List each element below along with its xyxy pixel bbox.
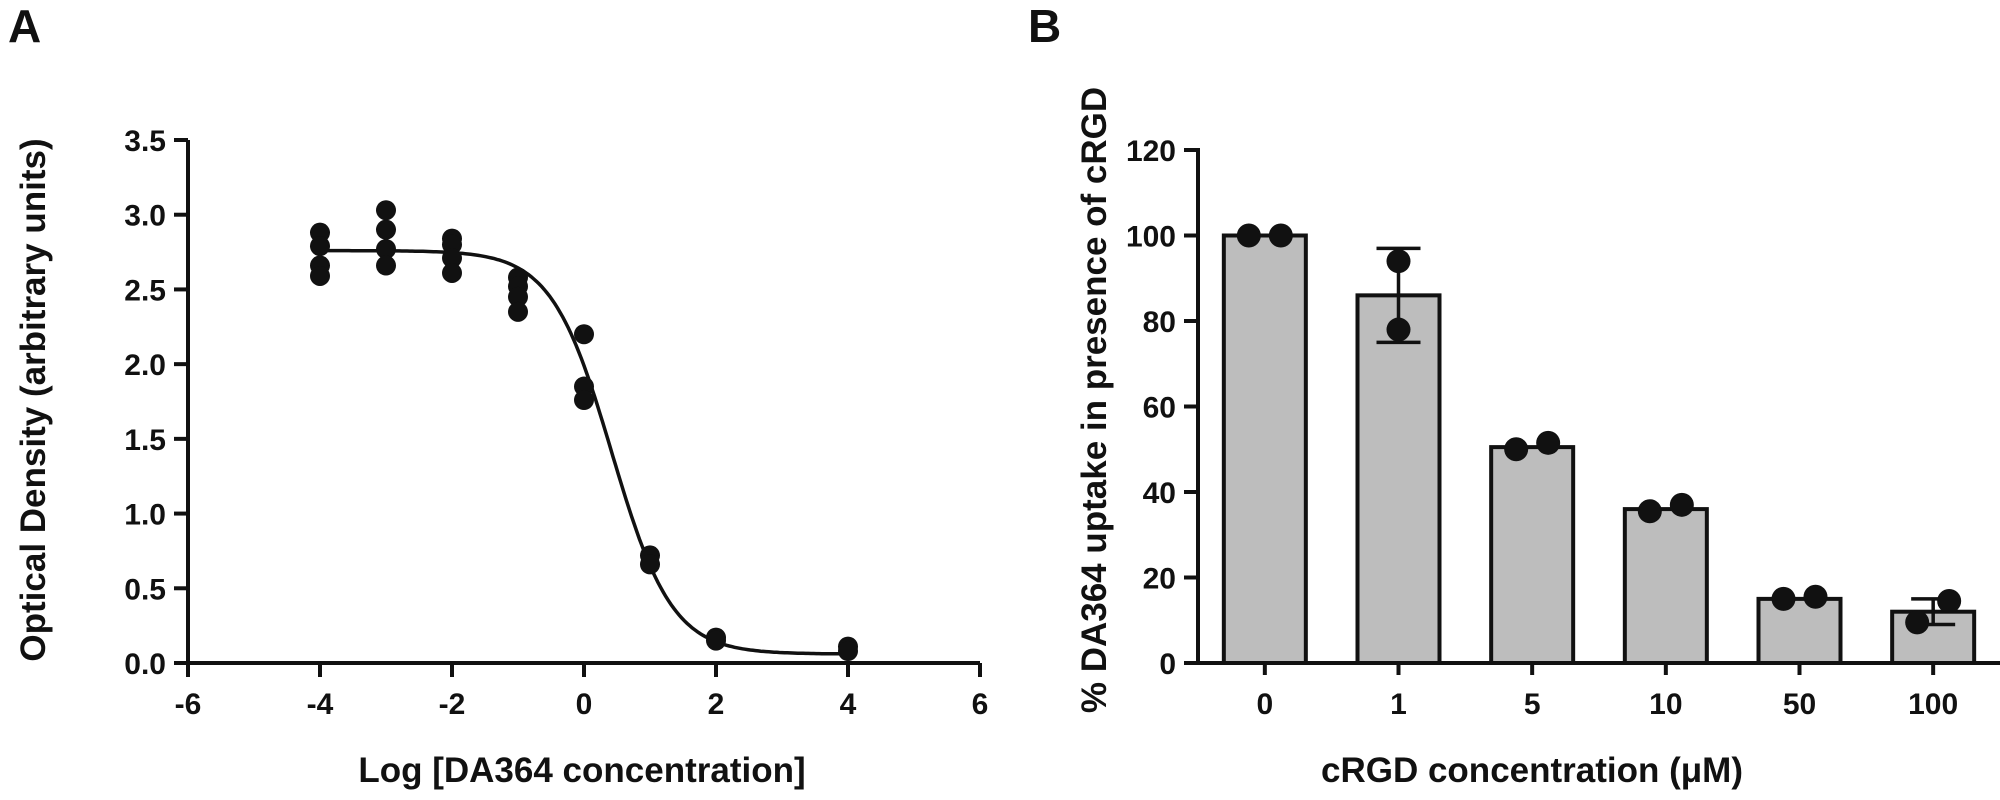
chart-b-data-point [1937, 589, 1962, 614]
chart-b-x-tick-label: 0 [1256, 688, 1273, 721]
chart-a-x-tick-label: -6 [175, 688, 202, 721]
chart-a-y-tick-label: 3.0 [124, 200, 166, 233]
chart-a-y-tick-label: 2.5 [124, 274, 166, 307]
chart-a-x-tick-label: 2 [708, 688, 725, 721]
chart-b-bar [1622, 507, 1709, 665]
chart-b-x-tick-label: 10 [1649, 688, 1682, 721]
chart-a-y-tick-label: 1.0 [124, 499, 166, 532]
chart-b-data-point [1536, 430, 1561, 455]
chart-a-data-point [838, 641, 858, 662]
chart-b-y-tick-label: 40 [1143, 477, 1176, 510]
chart-a-data-point [706, 630, 726, 651]
chart-b-data-point [1803, 584, 1828, 609]
chart-b-data-point [1771, 586, 1796, 611]
chart-a-fit-curve [320, 248, 848, 656]
chart-b-x-tick-label: 100 [1908, 688, 1958, 721]
chart-b-data-point [1669, 492, 1694, 517]
chart-a-data-point [376, 255, 396, 276]
chart-b-bar [1756, 596, 1843, 665]
chart-a-data-point [376, 200, 396, 221]
chart-a-y-tick-label: 0.0 [124, 648, 166, 681]
chart-b-y-tick-label: 0 [1159, 648, 1176, 681]
chart-b-x-axis-title: cRGD concentration (μM) [1321, 751, 1743, 790]
chart-a-x-tick-label: 4 [840, 688, 857, 721]
chart-a-data-point [442, 248, 462, 269]
chart-b-bar [1355, 293, 1442, 665]
chart-b-data-point [1386, 249, 1411, 274]
chart-b-y-tick-label: 60 [1143, 392, 1176, 425]
chart-b-data-point [1236, 223, 1261, 248]
chart-b-bar [1221, 233, 1308, 665]
chart-b-data-point [1637, 499, 1662, 524]
chart-b-data-point [1268, 223, 1293, 248]
chart-b-y-axis-title: % DA364 uptake in presence of cRGD [1075, 87, 1114, 713]
chart-a-y-tick-label: 1.5 [124, 424, 166, 457]
chart-a-y-tick-label: 0.5 [124, 573, 166, 606]
chart-a-y-tick-label: 2.0 [124, 349, 166, 382]
chart-b-y-tick-label: 120 [1126, 135, 1176, 168]
chart-a-x-tick-label: -2 [439, 688, 466, 721]
chart-a-data-point [310, 236, 330, 257]
chart-b-bar [1489, 445, 1576, 665]
chart-b-data-point [1504, 437, 1529, 462]
chart-b-y-tick-label: 20 [1143, 563, 1176, 596]
chart-b-data-point [1905, 610, 1930, 635]
dose-response-chart: 0.0 0.5 1.0 1.5 2.0 2.5 3.0 3.5 -6 -4 -2 0 2 4 6 [124, 125, 988, 721]
chart-b-data-point [1386, 317, 1411, 342]
chart-b-y-tick-label: 100 [1126, 221, 1176, 254]
chart-a-data-point [376, 219, 396, 240]
chart-a-data-point [376, 239, 396, 260]
panel-letter-a: A [8, 0, 41, 52]
chart-b-x-tick-label: 5 [1524, 688, 1541, 721]
chart-a-data-point [310, 265, 330, 286]
panel-letter-b: B [1028, 0, 1061, 52]
chart-a-x-tick-label: 0 [576, 688, 593, 721]
chart-a-data-point [442, 262, 462, 283]
chart-a-y-tick-label: 3.5 [124, 125, 166, 158]
chart-a-y-axis-title: Optical Density (arbitrary units) [14, 138, 53, 661]
chart-b-y-tick-label: 80 [1143, 306, 1176, 339]
chart-a-data-point [508, 301, 528, 322]
chart-b-x-tick-label: 1 [1390, 688, 1407, 721]
chart-a-x-tick-label: -4 [307, 688, 334, 721]
chart-a-data-point [574, 390, 594, 411]
chart-b-x-tick-label: 50 [1783, 688, 1816, 721]
chart-a-data-point [574, 324, 594, 345]
chart-a-data-point [508, 286, 528, 307]
uptake-bar-chart: 0 1 5 10 50 100 0 20 40 60 80 100 120 [1126, 135, 2000, 721]
chart-a-x-axis-title: Log [DA364 concentration] [358, 751, 805, 790]
chart-a-data-point [640, 554, 660, 575]
chart-a-x-tick-label: 6 [972, 688, 989, 721]
